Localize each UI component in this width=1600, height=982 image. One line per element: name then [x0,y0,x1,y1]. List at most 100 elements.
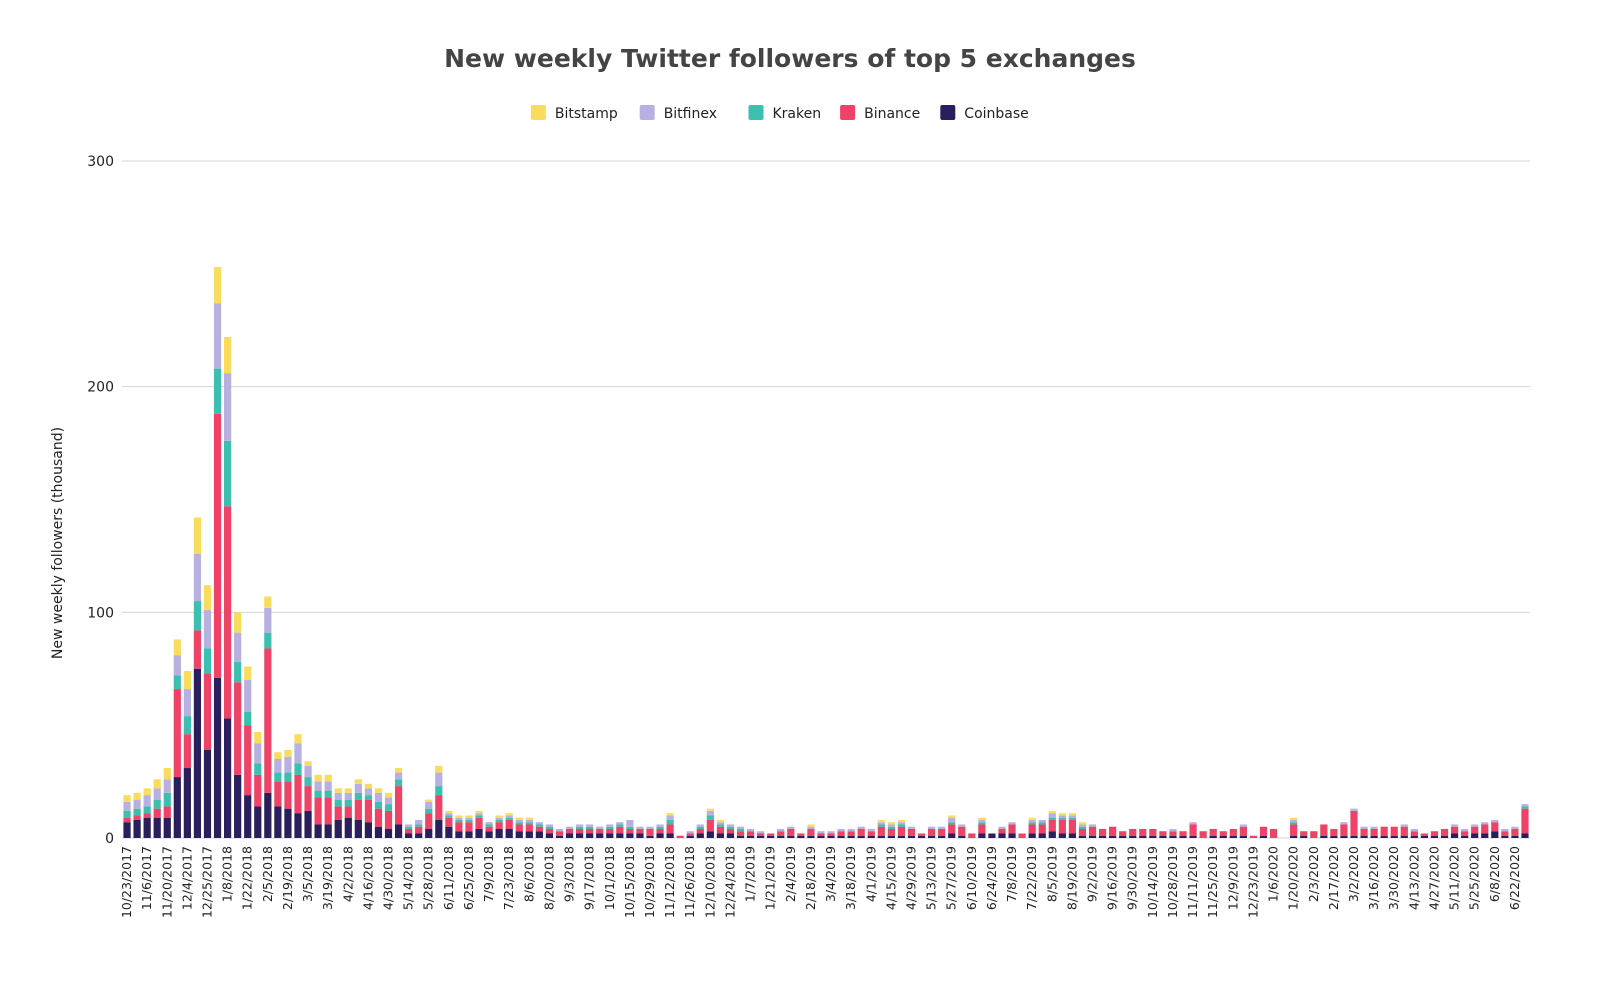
bar-segment [1471,833,1479,838]
bar-segment [455,831,463,838]
bar-segment [847,835,855,838]
bar-segment [736,835,745,838]
bar-segment [213,413,222,678]
bar-segment [978,817,986,820]
bar-segment [394,786,403,825]
bar-segment [646,828,654,836]
bar-segment [264,792,272,838]
bar-segment [1209,828,1217,836]
bar-segment [787,835,795,838]
bar-segment [173,777,181,838]
bar-segment [1048,813,1056,818]
bar-segment [254,806,262,838]
bar-segment [284,756,292,773]
bar-segment [304,761,312,766]
bar-segment [817,835,825,838]
bar-segment [1360,828,1368,836]
bar-segment [435,772,443,787]
bar-segment [736,826,745,829]
bar-segment [133,815,141,820]
bar-segment [324,774,332,782]
bar-segment [596,833,604,838]
bar-segment [445,817,453,827]
bar-segment [274,781,282,807]
bar-segment [344,788,352,793]
bar-segment [384,792,393,798]
x-tick-label: 3/16/2020 [1366,846,1381,910]
bar-segment [203,648,212,674]
x-tick-label: 1/7/2019 [743,846,758,902]
bar-segment [465,815,473,818]
bar-segment [666,813,674,816]
x-tick-label: 12/9/2019 [1225,846,1240,910]
bar-segment [324,824,332,838]
bar-segment [1068,817,1076,820]
bar-segment [1189,835,1197,838]
bar-segment [606,833,614,838]
bar-segment [224,337,232,374]
bar-segment [887,826,895,829]
bar-segment [133,799,141,809]
bar-segment [757,833,765,836]
bar-segment [907,835,916,838]
bar-segment [123,810,131,818]
bar-segment [787,828,795,836]
bar-segment [1038,819,1046,823]
legend-label: Coinbase [964,106,1028,122]
bar-segment [576,826,584,829]
bar-segment [877,835,885,838]
bar-segment [515,831,523,838]
bar-segment [1068,813,1076,816]
bar-segment [968,833,976,838]
bar-segment [565,826,574,829]
bar-segment [364,795,372,800]
x-tick-label: 3/19/2018 [320,846,335,910]
bar-segment [586,828,594,834]
bar-segment [706,808,714,811]
bar-segment [1491,831,1499,838]
bar-segment [1350,810,1358,836]
bar-segment [877,822,885,825]
bar-segment [173,689,181,778]
x-tick-label: 12/4/2017 [179,846,194,910]
bar-segment [163,779,171,793]
bar-segment [324,797,332,825]
bar-segment [777,835,785,838]
bar-segment [224,373,232,441]
bar-segment [746,828,755,832]
bar-segment [495,819,503,823]
bar-segment [1390,826,1398,836]
bar-segment [1109,826,1117,836]
bar-segment [425,801,433,809]
bar-segment [193,668,202,838]
bar-segment [153,808,161,818]
bar-segment [314,797,322,825]
bar-segment [616,826,624,834]
bar-segment [1048,817,1056,820]
bar-segment [183,671,191,690]
x-tick-label: 1/6/2020 [1266,846,1281,902]
bar-segment [1521,833,1529,838]
bar-segment [887,824,895,827]
bar-segment [1098,835,1107,838]
bar-segment [143,795,151,807]
bar-segment [606,824,614,827]
bar-segment [1048,819,1056,832]
x-tick-label: 10/28/2019 [1165,846,1180,918]
bar-segment [1380,835,1388,838]
bar-segment [1008,824,1016,834]
bar-segment [837,828,845,832]
x-tick-label: 2/18/2019 [803,846,818,910]
bar-segment [666,833,674,838]
x-tick-label: 3/5/2018 [300,846,315,902]
bar-segment [304,765,312,778]
bar-segment [515,824,523,832]
bar-segment [1300,831,1308,836]
bar-segment [1219,835,1227,838]
bar-segment [364,783,372,789]
bar-segment [847,831,855,836]
bar-segment [897,835,906,838]
bar-segment [998,828,1006,834]
x-tick-label: 11/12/2018 [662,846,677,918]
x-tick-label: 4/16/2018 [360,846,375,910]
